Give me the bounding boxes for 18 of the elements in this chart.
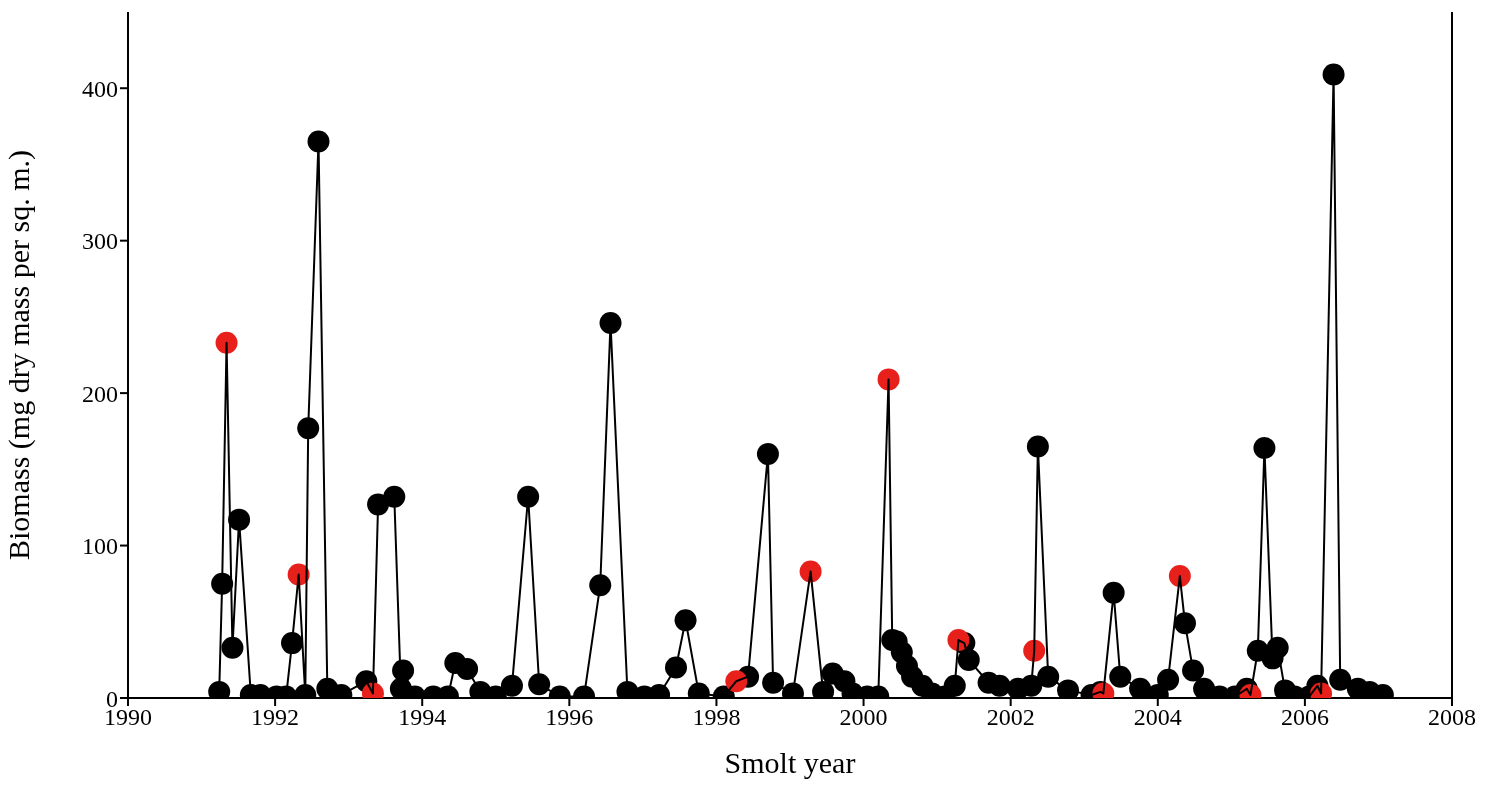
- x-tick-label: 2006: [1280, 704, 1329, 731]
- x-tick-label: 1994: [398, 704, 447, 731]
- x-tick-label: 1996: [545, 704, 594, 731]
- y-tick-label: 300: [82, 228, 118, 255]
- point: [877, 368, 900, 391]
- y-axis-title: Biomass (mg dry mass per sq. m.): [1, 150, 36, 560]
- y-tick-label: 200: [82, 380, 118, 407]
- y-tick-label: 100: [82, 533, 118, 560]
- point: [215, 331, 238, 354]
- x-axis-title: Smolt year: [724, 746, 856, 780]
- x-tick-label: 2002: [986, 704, 1035, 731]
- point: [1168, 565, 1191, 588]
- x-tick-label: 1992: [251, 704, 300, 731]
- x-tick-label: 2008: [1428, 704, 1476, 731]
- y-tick-label: 400: [82, 75, 118, 102]
- x-tick-label: 2000: [839, 704, 888, 731]
- x-tick-label: 2004: [1133, 704, 1182, 731]
- x-tick-label: 1998: [692, 704, 741, 731]
